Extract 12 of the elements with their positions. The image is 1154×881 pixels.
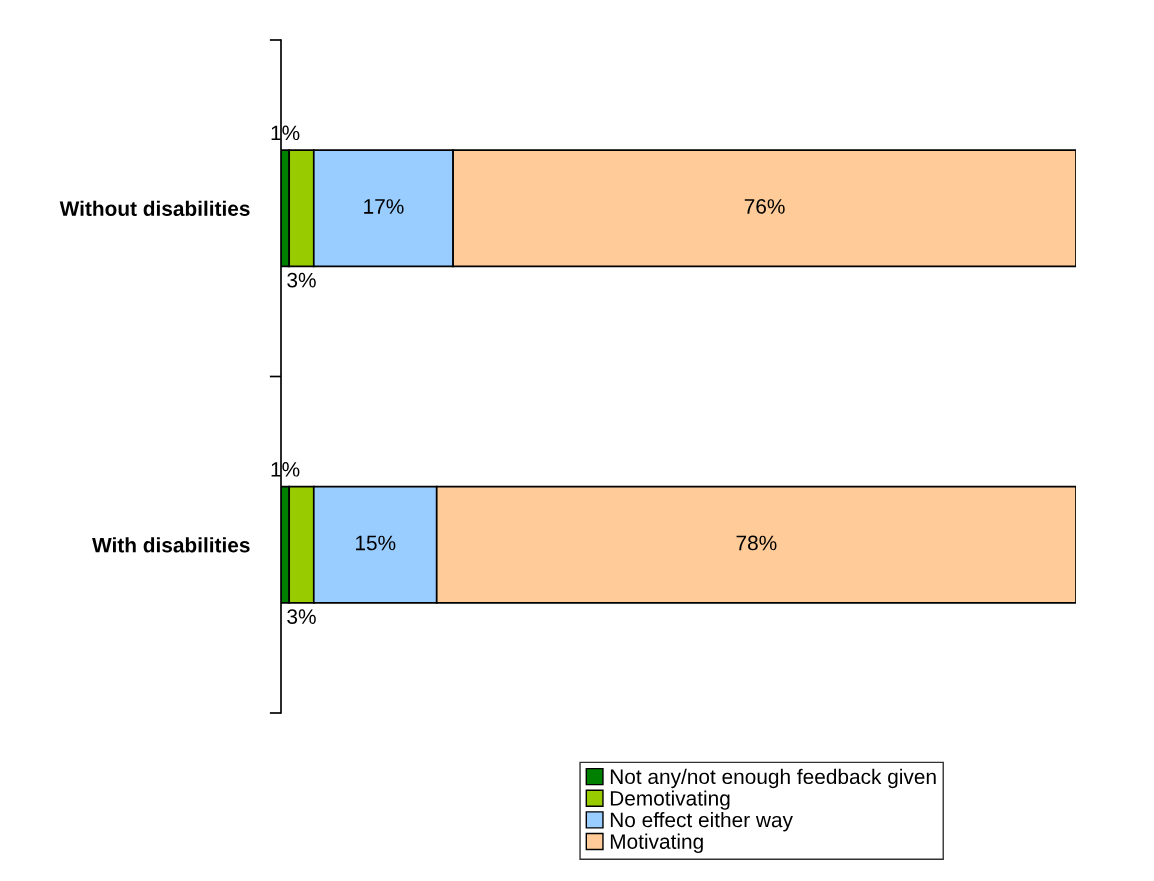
data-label: 78% <box>736 535 777 551</box>
data-label: 17% <box>364 199 404 214</box>
legend-label: No effect either way <box>610 812 793 832</box>
y-tick-label: Without disabilities <box>59 200 250 216</box>
data-label: 15% <box>355 535 396 551</box>
data-label: 3% <box>287 272 316 288</box>
legend-label: Demotivating <box>610 790 730 810</box>
legend-label: Not any/not enough feedback given <box>610 768 936 789</box>
data-label: 3% <box>287 609 316 624</box>
legend-label: Motivating <box>610 833 703 854</box>
data-label: 76% <box>744 199 785 214</box>
y-tick-label: With disabilities <box>92 537 250 553</box>
